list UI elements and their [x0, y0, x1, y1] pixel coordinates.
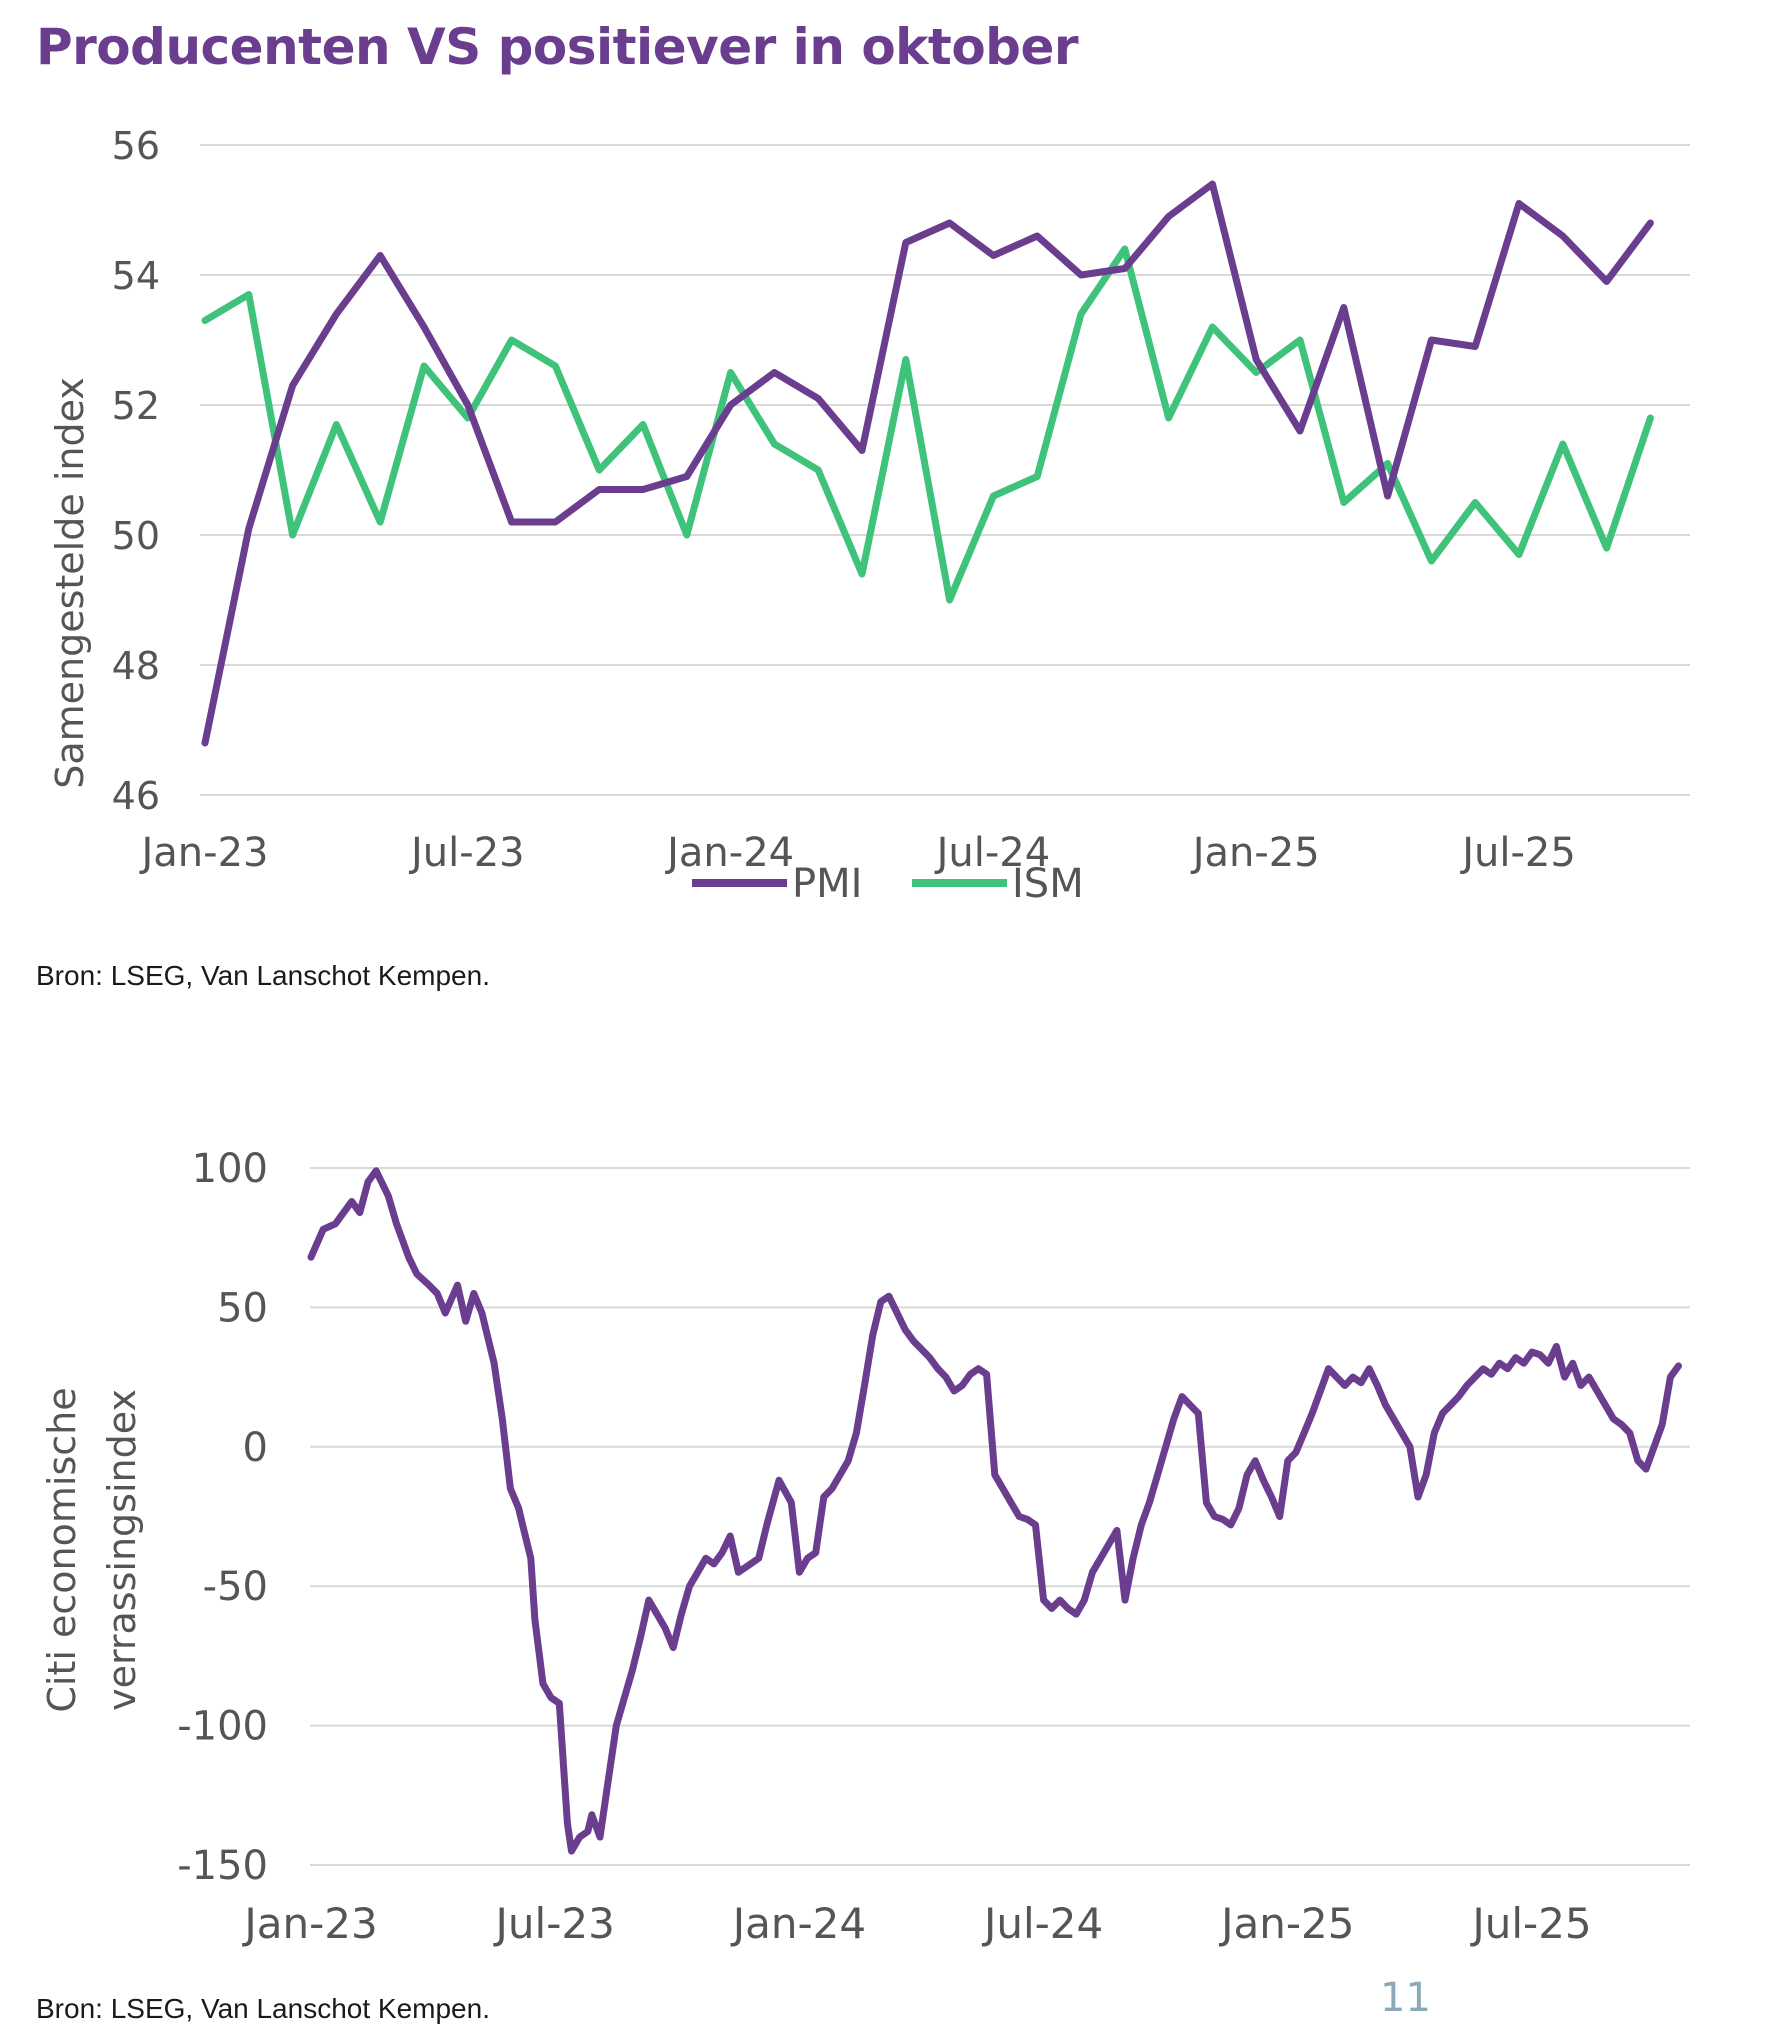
- source-note: Bron: LSEG, Van Lanschot Kempen.: [36, 960, 490, 991]
- y-tick-label: -100: [177, 1704, 268, 1750]
- series-lines: [307, 1167, 1682, 1855]
- y-tick-label: 54: [112, 254, 160, 298]
- y-tick-label: 0: [243, 1425, 268, 1471]
- x-tick-label: Jan-25: [1190, 830, 1320, 876]
- x-axis-ticks: Jan-23 Jul-23 Jan-24 Jul-24 Jan-25 Jul-25: [139, 830, 1576, 876]
- page-number: 11: [1380, 1975, 1431, 2021]
- grid-lines: [310, 1167, 1690, 1866]
- y-tick-label: 100: [192, 1146, 268, 1192]
- legend-label-ism: ISM: [1012, 861, 1084, 907]
- y-tick-label: -150: [177, 1843, 268, 1889]
- series-lines: [201, 180, 1654, 747]
- grid-lines: [200, 144, 1690, 796]
- y-tick-label: 50: [112, 514, 160, 558]
- y-tick-label: 52: [112, 384, 160, 428]
- x-tick-label: Jan-24: [664, 830, 794, 876]
- y-tick-label: 56: [112, 124, 160, 168]
- y-axis-label-line-1: Citi economische: [40, 1387, 84, 1712]
- y-axis-label-line-2: verrassingsindex: [100, 1389, 144, 1711]
- x-tick-label: Jan-23: [139, 830, 269, 876]
- y-tick-label: 46: [112, 774, 160, 818]
- series-line-pmi: [201, 180, 1654, 747]
- series-line-citi: [307, 1167, 1682, 1855]
- series-line-ism: [201, 245, 1654, 604]
- x-tick-label: Jan-23: [241, 1899, 377, 1948]
- y-axis-ticks: 46 48 50 52 54 56: [112, 124, 160, 818]
- y-axis-ticks: 100 50 0 -50 -100 -150: [177, 1146, 268, 1889]
- page-title: Producenten VS positiever in oktober: [36, 18, 1079, 76]
- source-note: Bron: LSEG, Van Lanschot Kempen.: [36, 1993, 490, 2024]
- y-tick-label: 50: [217, 1285, 268, 1331]
- x-tick-label: Jul-25: [1459, 830, 1576, 876]
- legend: PMI ISM: [692, 861, 1084, 907]
- y-tick-label: 48: [112, 644, 160, 688]
- x-tick-label: Jan-25: [1218, 1899, 1354, 1948]
- x-tick-label: Jul-23: [408, 830, 525, 876]
- x-tick-label: Jul-24: [981, 1899, 1103, 1948]
- x-tick-label: Jul-24: [934, 830, 1051, 876]
- y-axis-label: Citi economische verrassingsindex: [40, 1387, 144, 1712]
- x-tick-label: Jul-25: [1469, 1899, 1591, 1948]
- x-tick-label: Jan-24: [730, 1899, 866, 1948]
- legend-label-pmi: PMI: [792, 861, 862, 907]
- y-axis-label: Samengestelde index: [48, 377, 92, 789]
- x-tick-label: Jul-23: [493, 1899, 615, 1948]
- y-tick-label: -50: [203, 1564, 268, 1610]
- x-axis-ticks: Jan-23 Jul-23 Jan-24 Jul-24 Jan-25 Jul-25: [241, 1899, 1591, 1948]
